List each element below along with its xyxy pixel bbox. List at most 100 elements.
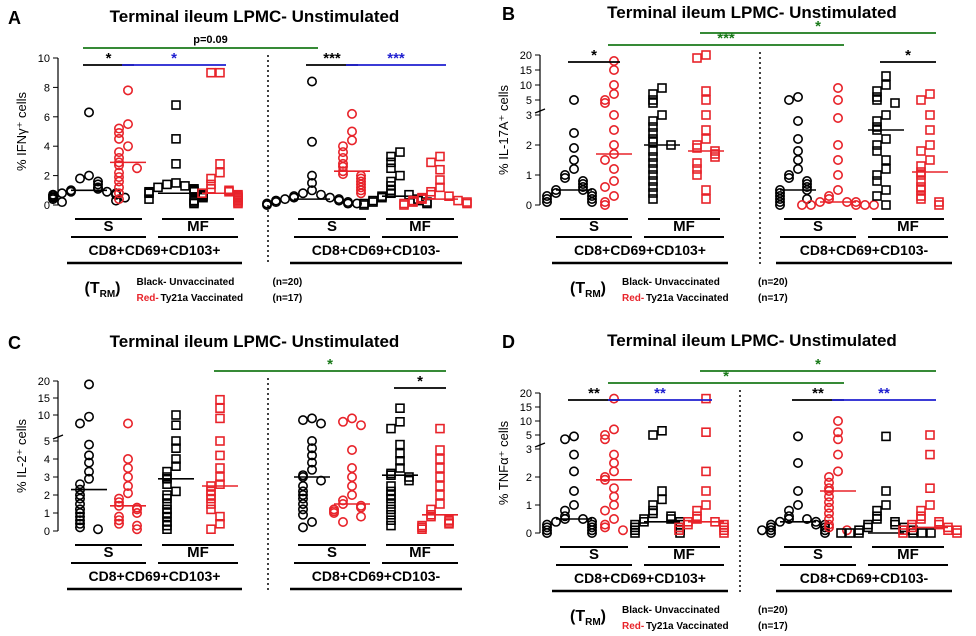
y-tick-label: 1 bbox=[44, 508, 50, 520]
data-point bbox=[823, 502, 834, 513]
data-point bbox=[674, 525, 684, 536]
data-point bbox=[215, 403, 225, 414]
data-point bbox=[162, 479, 172, 490]
y-tick-label: 10 bbox=[520, 80, 532, 92]
data-point bbox=[144, 188, 154, 199]
data-point bbox=[916, 505, 926, 516]
data-point bbox=[881, 71, 891, 81]
data-point bbox=[916, 514, 926, 524]
data-point bbox=[710, 152, 720, 162]
data-point bbox=[355, 182, 366, 193]
significance-label: * bbox=[106, 50, 112, 67]
data-point bbox=[435, 423, 445, 434]
data-point bbox=[171, 420, 181, 431]
data-point bbox=[952, 525, 962, 536]
data-point bbox=[765, 522, 776, 533]
data-point bbox=[792, 431, 803, 442]
data-point bbox=[351, 198, 362, 209]
data-point bbox=[648, 188, 658, 198]
data-point bbox=[84, 411, 95, 422]
significance-label: ** bbox=[878, 385, 890, 402]
y-tick-label: 0 bbox=[526, 200, 532, 212]
data-point bbox=[426, 157, 436, 168]
data-point bbox=[337, 516, 348, 527]
data-point bbox=[386, 520, 396, 531]
data-point bbox=[346, 480, 357, 491]
data-point bbox=[599, 200, 610, 211]
data-point bbox=[568, 95, 579, 106]
cell-group-label: CD8+CD69+CD103- bbox=[800, 570, 929, 586]
data-point bbox=[599, 98, 610, 109]
data-point bbox=[324, 192, 335, 203]
data-point bbox=[123, 85, 134, 96]
data-point bbox=[599, 95, 610, 106]
data-point bbox=[925, 500, 935, 510]
data-point bbox=[75, 515, 86, 526]
data-point bbox=[608, 65, 619, 76]
data-point bbox=[297, 498, 308, 509]
data-point bbox=[868, 200, 879, 211]
data-point bbox=[114, 511, 125, 522]
data-point bbox=[75, 504, 86, 515]
data-point bbox=[568, 128, 579, 139]
data-point bbox=[84, 379, 95, 390]
data-point bbox=[306, 443, 317, 454]
y-tick-label: 20 bbox=[38, 376, 50, 388]
data-point bbox=[701, 185, 711, 195]
data-point bbox=[123, 418, 134, 429]
data-point bbox=[270, 197, 281, 208]
y-tick-label: 2 bbox=[44, 171, 50, 183]
data-point bbox=[630, 519, 640, 530]
y-tick-label: 1 bbox=[526, 500, 532, 512]
panel-label: B bbox=[502, 4, 515, 24]
data-point bbox=[692, 514, 702, 524]
data-point bbox=[916, 185, 926, 195]
data-point bbox=[608, 466, 619, 477]
data-point bbox=[444, 191, 454, 201]
data-point bbox=[171, 134, 181, 144]
panel-label: A bbox=[8, 8, 21, 28]
data-point bbox=[123, 141, 134, 152]
data-point bbox=[435, 463, 445, 473]
data-point bbox=[823, 491, 834, 502]
y-tick-label: 4 bbox=[44, 141, 50, 153]
significance-label: * bbox=[171, 50, 177, 67]
data-point bbox=[823, 471, 834, 482]
data-point bbox=[377, 192, 387, 203]
data-point bbox=[801, 179, 812, 190]
data-point bbox=[832, 427, 843, 438]
significance-label: ** bbox=[654, 385, 666, 402]
data-point bbox=[435, 164, 445, 175]
legend-unvaccinated-n: (n=20) bbox=[758, 277, 788, 288]
y-tick-label: 10 bbox=[38, 53, 50, 65]
data-point bbox=[206, 67, 216, 78]
legend-trm: (TRM) bbox=[570, 608, 606, 628]
data-point bbox=[926, 528, 936, 538]
data-point bbox=[692, 53, 702, 63]
data-point bbox=[435, 472, 445, 482]
data-point bbox=[872, 92, 882, 102]
y-axis-label: % TNFα⁺ cells bbox=[496, 420, 511, 505]
data-point bbox=[315, 189, 326, 200]
data-point bbox=[114, 515, 125, 526]
data-point bbox=[792, 485, 803, 496]
chart-title: Terminal ileum LPMC- Unstimulated bbox=[110, 7, 400, 26]
data-point bbox=[297, 188, 308, 199]
data-point bbox=[719, 525, 729, 536]
data-point bbox=[608, 491, 619, 502]
data-point bbox=[395, 416, 405, 427]
data-point bbox=[898, 528, 908, 538]
data-point bbox=[559, 170, 570, 181]
data-point bbox=[132, 524, 143, 535]
data-point bbox=[916, 161, 926, 171]
data-point bbox=[934, 197, 944, 207]
group-label: MF bbox=[409, 218, 431, 235]
data-point bbox=[952, 528, 962, 538]
data-point bbox=[215, 413, 225, 424]
significance-label: * bbox=[327, 356, 333, 373]
data-point bbox=[84, 473, 95, 484]
data-point bbox=[823, 194, 834, 205]
data-point bbox=[162, 511, 172, 522]
data-point bbox=[608, 80, 619, 91]
y-axis-label: % IL-2⁺ cells bbox=[14, 418, 29, 493]
